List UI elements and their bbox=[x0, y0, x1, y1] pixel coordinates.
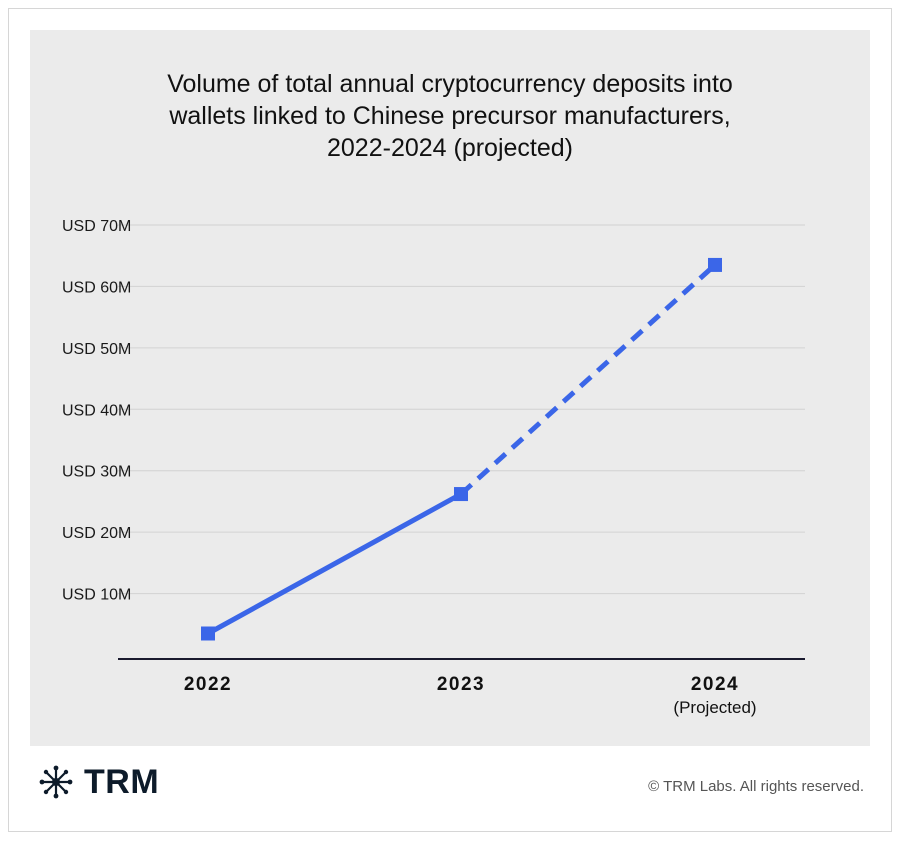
x-tick-sublabel: (Projected) bbox=[673, 698, 756, 717]
y-tick-label: USD 40M bbox=[62, 402, 131, 419]
y-tick-label: USD 30M bbox=[62, 464, 131, 481]
x-tick-label: 2024 bbox=[691, 674, 739, 695]
actual-line-segment bbox=[206, 491, 463, 636]
y-tick-label: USD 60M bbox=[62, 279, 131, 296]
data-point-2022 bbox=[201, 626, 215, 641]
chart-title-line-3: 2022-2024 (projected) bbox=[327, 134, 573, 162]
y-tick-label: USD 50M bbox=[62, 341, 131, 358]
y-tick-label: USD 20M bbox=[62, 525, 131, 542]
trm-star-icon bbox=[39, 765, 73, 799]
chart-title-line-2: wallets linked to Chinese precursor manu… bbox=[169, 102, 731, 130]
trm-logo: TRM bbox=[38, 762, 159, 802]
y-tick-label: USD 10M bbox=[62, 587, 131, 604]
chart-panel bbox=[30, 30, 870, 746]
copyright-notice: © TRM Labs. All rights reserved. bbox=[648, 778, 864, 795]
logo-text: TRM bbox=[84, 762, 160, 801]
x-tick-label: 2022 bbox=[184, 674, 232, 695]
chart-title: Volume of total annual cryptocurrency de… bbox=[30, 68, 870, 164]
projected-line-segment bbox=[459, 263, 717, 496]
chart-title-line-1: Volume of total annual cryptocurrency de… bbox=[167, 70, 733, 98]
y-tick-label: USD 70M bbox=[62, 218, 131, 235]
x-tick-label: 2023 bbox=[437, 674, 485, 695]
data-point-2024 bbox=[708, 257, 722, 272]
data-point-2023 bbox=[454, 487, 468, 502]
